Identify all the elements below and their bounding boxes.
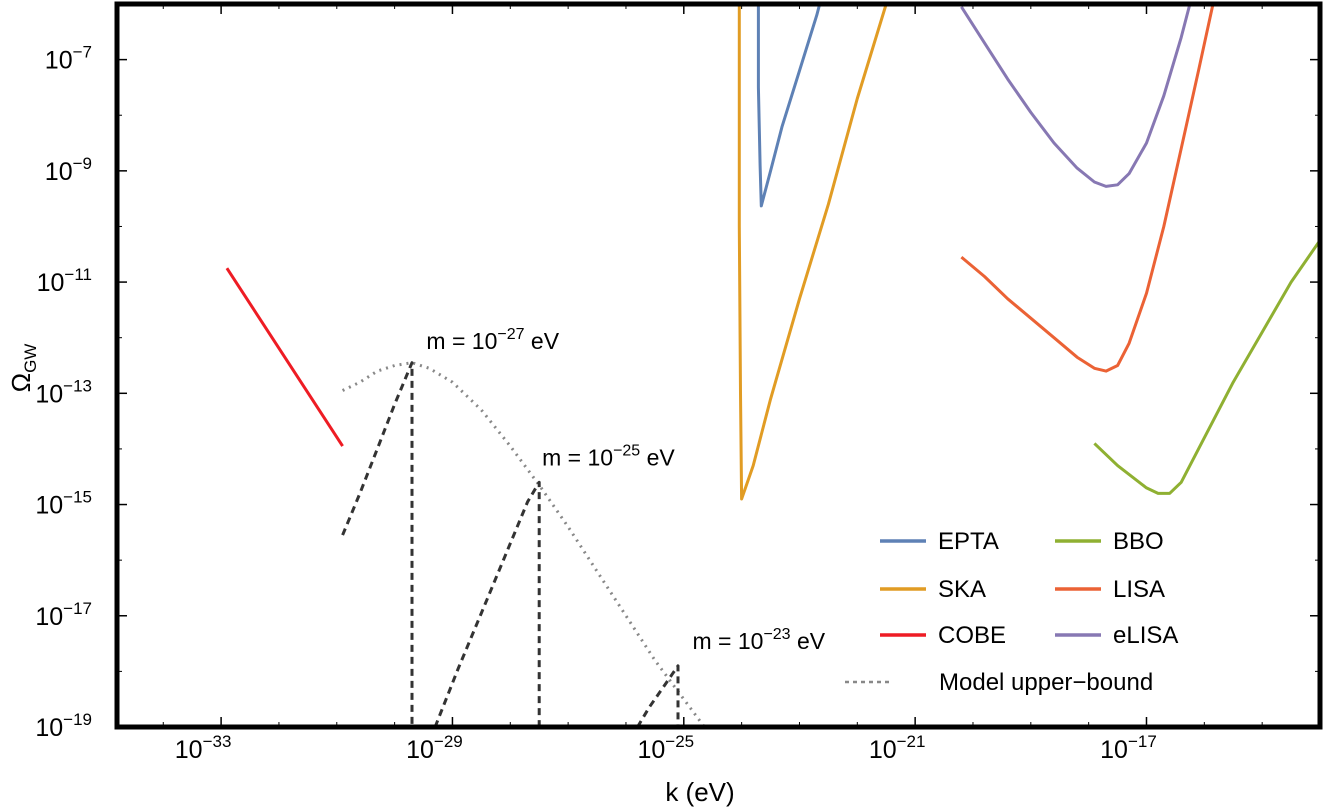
y-tick-label: 10−17	[35, 599, 92, 631]
legend-item-model-upper-bound: Model upper−bound	[845, 669, 1153, 696]
y-tick-label: 10−11	[37, 265, 92, 297]
y-axis-label-main: Ω	[6, 373, 36, 392]
y-axis-label: ΩGW	[6, 344, 40, 393]
legend-label: eLISA	[1113, 622, 1178, 649]
series-lisa	[960, 4, 1215, 373]
y-axis-label-subscript: GW	[21, 344, 40, 373]
annotation-layer: m = 10−27 eV m = 10−25 eV m = 10−23 eV	[426, 326, 825, 654]
legend-label: COBE	[938, 622, 1006, 649]
series-ska	[737, 4, 888, 501]
annotation-m-1e-27: m = 10−27 eV	[426, 326, 559, 354]
x-axis-label: k (eV)	[665, 777, 734, 807]
tick-layer: 10−33 10−29 10−25 10−21 10−17 10−7 10−9 10−11 10…	[35, 3, 1321, 764]
series-m-1e-23-ev	[636, 664, 680, 727]
y-tick-label: 10−15	[35, 488, 92, 520]
legend-label: LISA	[1113, 576, 1165, 603]
legend: EPTA BBO SKA LISA COBE eLISA Model upper−bound	[845, 528, 1178, 696]
legend-label: EPTA	[938, 528, 999, 555]
legend-item-lisa: LISA	[1055, 576, 1165, 603]
y-tick-label: 10−7	[45, 43, 92, 75]
x-tick-label: 10−29	[406, 732, 463, 764]
series-bbo	[1093, 239, 1320, 495]
legend-item-bbo: BBO	[1055, 528, 1164, 555]
x-tick-label: 10−17	[1100, 732, 1157, 764]
y-tick-label: 10−13	[35, 376, 92, 408]
plot-frame	[114, 1, 1323, 730]
y-tick-label: 10−19	[35, 710, 92, 742]
legend-item-ska: SKA	[880, 576, 986, 603]
legend-label: Model upper−bound	[939, 669, 1153, 696]
series-layer	[225, 4, 1320, 727]
series-elisa	[960, 4, 1192, 188]
series-epta	[756, 4, 822, 208]
x-tick-label: 10−25	[637, 732, 694, 764]
y-tick-label: 10−9	[45, 154, 92, 186]
annotation-m-1e-25: m = 10−25 eV	[542, 443, 675, 471]
legend-label: BBO	[1113, 528, 1164, 555]
legend-item-epta: EPTA	[880, 528, 999, 555]
x-tick-label: 10−21	[869, 732, 926, 764]
legend-label: SKA	[938, 576, 986, 603]
series-m-1e-25-ev	[433, 480, 541, 727]
x-tick-label: 10−33	[175, 732, 232, 764]
legend-item-elisa: eLISA	[1055, 622, 1178, 649]
series-m-1e-27-ev	[341, 361, 414, 727]
legend-item-cobe: COBE	[880, 622, 1006, 649]
annotation-m-1e-23: m = 10−23 eV	[692, 626, 825, 654]
series-model-upper-bound	[341, 361, 707, 727]
series-cobe	[225, 267, 344, 447]
